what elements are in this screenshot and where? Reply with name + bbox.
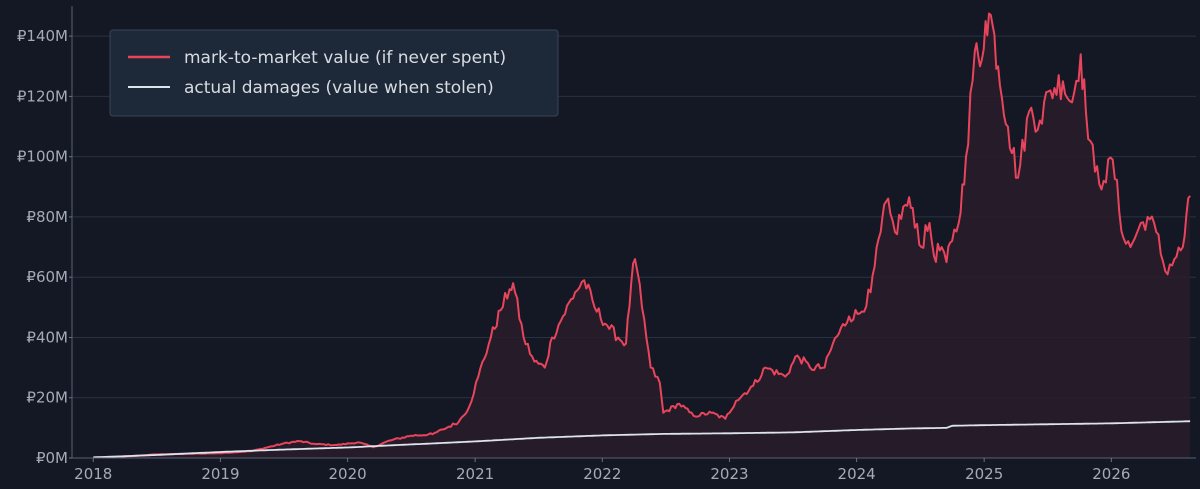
legend-box	[109, 29, 559, 117]
x-axis-ticks: 2018 2019 2020 2021 2022 2023 2024 2025 2026	[74, 458, 1130, 483]
x-tick-label: 2022	[583, 465, 621, 483]
x-tick-label: 2023	[710, 465, 748, 483]
y-tick-label: ₽20M	[26, 389, 68, 407]
axes	[71, 6, 1196, 459]
series-layer	[93, 12, 1191, 459]
x-tick-label: 2018	[74, 465, 112, 483]
y-tick-label: ₽0M	[36, 449, 68, 467]
series-area-0	[93, 13, 1191, 458]
x-tick-label: 2024	[838, 465, 876, 483]
y-tick-label: ₽40M	[26, 328, 68, 346]
x-tick-label: 2025	[965, 465, 1003, 483]
y-tick-label: ₽80M	[26, 208, 68, 226]
legend-label-actual-damages: actual damages (value when stolen)	[184, 78, 494, 98]
y-tick-label: ₽120M	[17, 87, 68, 105]
y-tick-label: ₽140M	[17, 27, 68, 45]
x-tick-label: 2019	[201, 465, 239, 483]
x-tick-label: 2020	[329, 465, 367, 483]
y-axis-ticks: ₽0M ₽20M ₽40M ₽60M ₽80M ₽100M ₽120M ₽140M	[17, 27, 72, 467]
series-line-0	[93, 12, 1191, 459]
x-tick-label: 2021	[456, 465, 494, 483]
x-tick-label: 2026	[1092, 465, 1130, 483]
series-line-1	[93, 420, 1191, 459]
y-tick-label: ₽100M	[17, 148, 68, 166]
legend: mark-to-market value (if never spent) ac…	[109, 29, 559, 117]
y-tick-label: ₽60M	[26, 268, 68, 286]
legend-label-mark-to-market: mark-to-market value (if never spent)	[184, 48, 506, 68]
area-fill-layer	[93, 13, 1191, 458]
